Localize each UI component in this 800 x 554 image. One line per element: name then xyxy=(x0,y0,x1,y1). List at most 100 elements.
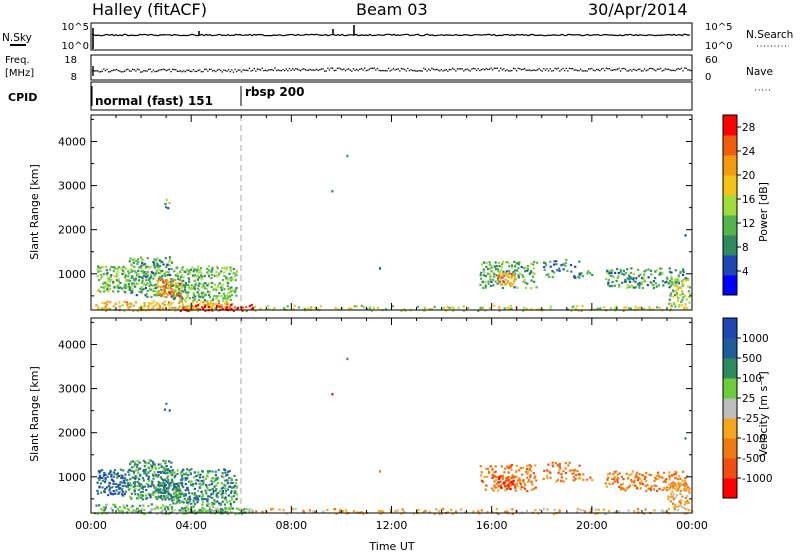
velocity-cell xyxy=(684,500,687,503)
velocity-cell xyxy=(200,480,203,483)
velocity-cell xyxy=(99,476,102,479)
power-cell xyxy=(146,295,149,298)
velocity-cell xyxy=(219,512,222,515)
power-cell xyxy=(679,270,682,274)
power-cell xyxy=(165,206,168,209)
power-cell xyxy=(188,309,191,313)
power-cell xyxy=(133,278,136,281)
velocity-cell xyxy=(619,483,622,486)
power-cell xyxy=(206,302,209,305)
power-cell xyxy=(683,294,687,297)
velocity-cell xyxy=(233,501,236,504)
power-cell xyxy=(493,265,496,268)
power-cell xyxy=(666,276,669,279)
freq-point xyxy=(442,70,444,72)
velocity-cell xyxy=(499,480,502,483)
velocity-cell xyxy=(216,500,219,503)
power-cell xyxy=(482,274,486,277)
freq-point xyxy=(676,68,678,71)
power-cell xyxy=(632,280,635,283)
freq-point xyxy=(100,71,102,73)
power-cell xyxy=(348,307,351,310)
power-cell xyxy=(530,287,533,290)
velocity-cell xyxy=(98,485,101,488)
velocity-cell xyxy=(158,485,161,488)
velocity-cell xyxy=(542,477,545,481)
velocity-cell xyxy=(669,496,672,499)
power-cell xyxy=(629,280,632,283)
velocity-cell xyxy=(112,489,115,493)
power-cell xyxy=(670,277,673,280)
power-cell xyxy=(518,272,521,275)
velocity-cell xyxy=(639,482,642,485)
velocity-cell xyxy=(230,511,233,514)
velocity-cell xyxy=(451,512,454,515)
velocity-cell xyxy=(589,510,592,513)
velocity-cell xyxy=(210,509,213,512)
power-cell xyxy=(107,289,110,293)
freq-point xyxy=(464,69,467,71)
velocity-cell xyxy=(165,480,168,483)
power-cell xyxy=(232,309,235,312)
velocity-cell xyxy=(507,467,510,470)
velocity-cell xyxy=(195,475,198,478)
velocity-cell xyxy=(201,492,204,495)
velocity-cell xyxy=(166,496,169,499)
power-cell xyxy=(197,308,200,311)
power-cell xyxy=(202,301,205,304)
velocity-point xyxy=(331,393,334,396)
velocity-cell xyxy=(685,502,688,505)
power-cell xyxy=(523,306,526,310)
freq-point xyxy=(584,70,587,72)
power-cell xyxy=(207,293,211,296)
velocity-cell xyxy=(211,496,214,500)
freq-point xyxy=(136,68,139,70)
freq-point xyxy=(186,69,188,71)
freq-point xyxy=(626,70,628,72)
velocity-cell xyxy=(555,480,558,483)
velocity-cell xyxy=(673,508,676,511)
velocity-cell xyxy=(487,470,490,473)
power-cell xyxy=(117,280,120,283)
velocity-cell xyxy=(194,498,197,501)
power-cell xyxy=(140,264,143,268)
power-cell xyxy=(146,271,149,274)
power-cell xyxy=(194,283,197,286)
power-cell xyxy=(681,292,684,295)
velocity-cell xyxy=(497,489,500,492)
velocity-cell xyxy=(676,489,679,492)
power-cell xyxy=(606,269,609,272)
power-cell xyxy=(457,306,460,309)
power-cell xyxy=(632,272,636,275)
velocity-cell xyxy=(142,485,145,488)
power-cell xyxy=(488,263,491,266)
power-cell xyxy=(195,281,198,284)
power-cell xyxy=(149,283,152,286)
velocity-cell xyxy=(174,485,177,488)
velocity-cell xyxy=(684,477,687,480)
power-cell xyxy=(640,306,643,309)
velocity-cell xyxy=(132,472,135,475)
power-cell xyxy=(163,287,166,290)
power-cell xyxy=(636,283,639,286)
velocity-cell xyxy=(172,481,175,484)
freq-point xyxy=(191,70,193,73)
freq-point xyxy=(364,67,366,69)
power-cell xyxy=(108,307,111,310)
velocity-cell xyxy=(677,481,680,484)
velocity-cell xyxy=(613,480,616,483)
velocity-cell xyxy=(485,475,489,478)
power-cell xyxy=(200,286,203,289)
freq-point xyxy=(559,70,561,72)
power-cell xyxy=(131,290,134,293)
power-cell xyxy=(156,264,159,267)
power-cell xyxy=(678,305,681,308)
velocity-cell xyxy=(169,493,172,496)
power-cell xyxy=(211,309,214,312)
power-cell xyxy=(129,305,132,308)
power-cell xyxy=(179,300,182,303)
power-cell xyxy=(516,286,519,289)
velocity-cell xyxy=(211,487,214,490)
y-tick-label: 4000 xyxy=(58,338,86,351)
velocity-cell xyxy=(137,488,140,491)
